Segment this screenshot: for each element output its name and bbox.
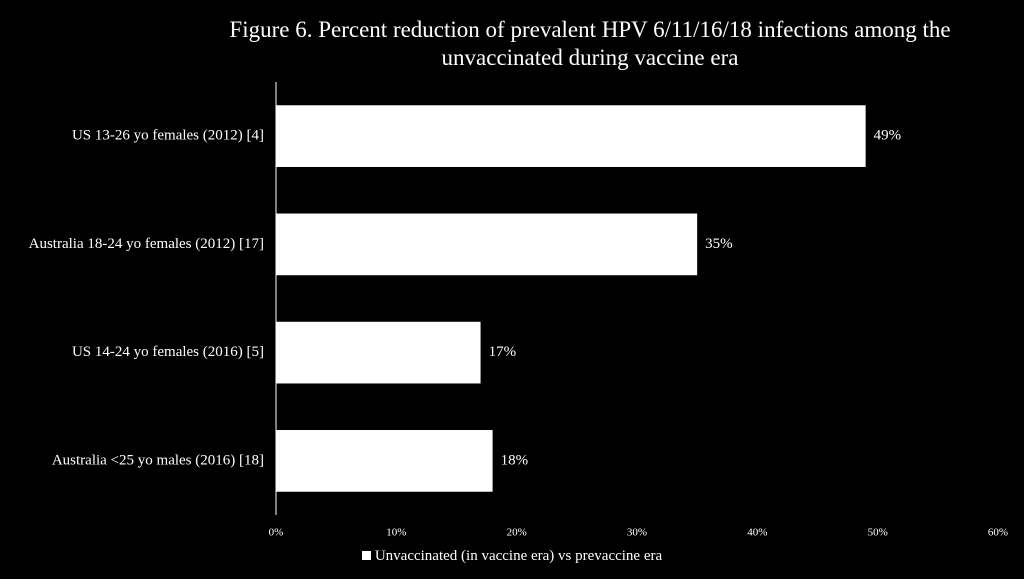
- data-label-4: 18%: [501, 452, 528, 468]
- data-label-2: 35%: [705, 236, 733, 252]
- bar-2: [276, 213, 698, 276]
- x-tick-label-3: 30%: [627, 527, 647, 539]
- chart-title-line-2: unvaccinated during vaccine era: [441, 45, 739, 70]
- category-label-3: US 14-24 yo females (2016) [5]: [72, 344, 264, 360]
- x-tick-label-0: 0%: [269, 527, 284, 539]
- chart-title-line-1: Figure 6. Percent reduction of prevalent…: [229, 17, 951, 42]
- x-tick-label-2: 20%: [507, 527, 527, 539]
- category-label-1: US 13-26 yo females (2012) [4]: [72, 128, 264, 144]
- x-tick-label-6: 60%: [988, 527, 1008, 539]
- legend-swatch: [361, 551, 371, 560]
- x-tick-label-1: 10%: [386, 527, 406, 539]
- bar-1: [276, 105, 866, 167]
- category-label-2: Australia 18-24 yo females (2012) [17]: [29, 236, 264, 252]
- x-tick-label-5: 50%: [868, 527, 888, 539]
- category-label-4: Australia <25 yo males (2016) [18]: [52, 452, 264, 468]
- data-label-1: 49%: [874, 128, 902, 144]
- bar-4: [276, 430, 493, 492]
- data-label-3: 17%: [489, 344, 516, 360]
- chart-title: Figure 6. Percent reduction of prevalent…: [150, 16, 1024, 72]
- legend: Unvaccinated (in vaccine era) vs prevacc…: [0, 548, 1024, 565]
- bar-3: [276, 321, 481, 384]
- legend-label: Unvaccinated (in vaccine era) vs prevacc…: [374, 548, 663, 564]
- x-tick-label-4: 40%: [747, 527, 767, 539]
